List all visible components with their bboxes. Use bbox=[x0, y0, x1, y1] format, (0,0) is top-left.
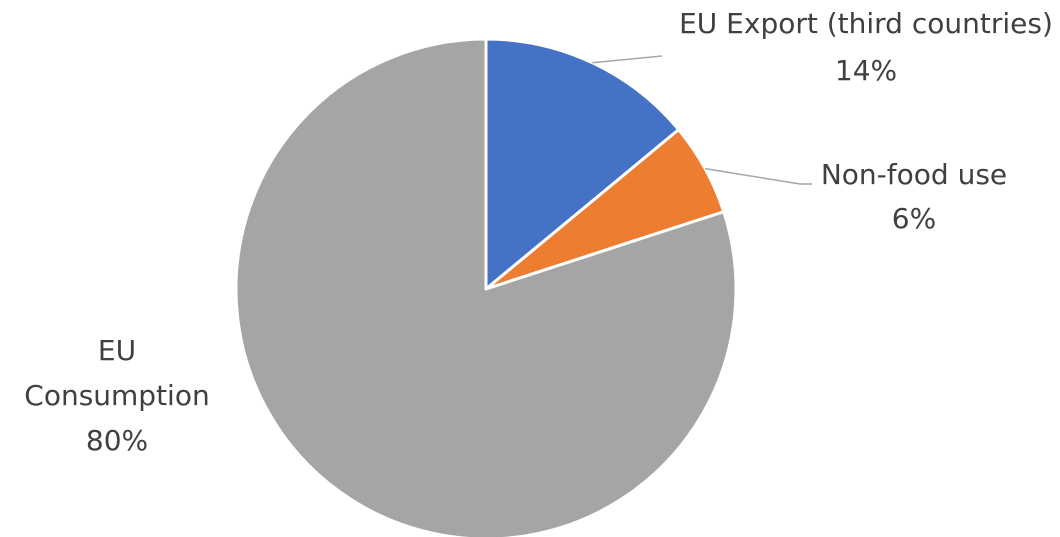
slice-label-eu-consumption-line2: Consumption bbox=[24, 379, 209, 412]
slice-label-non-food-use: Non-food use bbox=[821, 158, 1007, 191]
leader-line-non-food-use bbox=[704, 167, 812, 185]
leader-line-eu-export-third-countries bbox=[592, 55, 663, 64]
pie-slice-eu-consumption bbox=[234, 37, 738, 537]
pie-slices bbox=[234, 37, 738, 537]
slice-label-eu-export: EU Export (third countries) bbox=[679, 7, 1053, 40]
leader-lines bbox=[592, 55, 812, 185]
slice-label-eu-consumption-line1: EU bbox=[98, 334, 136, 367]
slice-percent-non-food-use: 6% bbox=[892, 202, 936, 235]
slice-percent-eu-consumption: 80% bbox=[86, 424, 148, 457]
slice-percent-eu-export: 14% bbox=[835, 54, 897, 87]
